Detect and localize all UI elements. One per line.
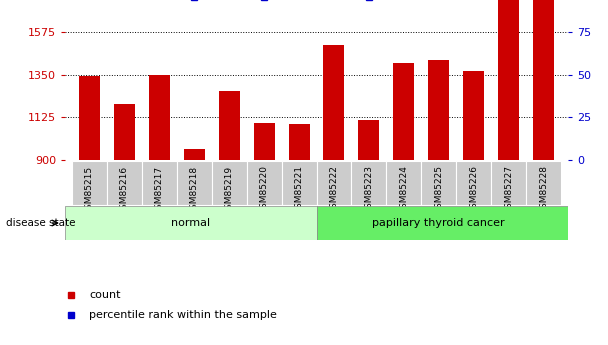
- Bar: [177, 161, 212, 205]
- Text: percentile rank within the sample: percentile rank within the sample: [89, 310, 277, 320]
- Text: count: count: [89, 290, 121, 300]
- Bar: [498, 0, 519, 160]
- Bar: [317, 206, 568, 240]
- Text: GSM85216: GSM85216: [120, 165, 129, 215]
- Bar: [79, 76, 100, 160]
- Bar: [317, 161, 351, 205]
- Bar: [456, 161, 491, 205]
- Bar: [254, 123, 275, 160]
- Bar: [219, 91, 240, 160]
- Bar: [463, 71, 484, 160]
- Text: GSM85228: GSM85228: [539, 165, 548, 214]
- Text: GSM85223: GSM85223: [364, 165, 373, 214]
- Text: GSM85220: GSM85220: [260, 165, 269, 214]
- Bar: [351, 161, 386, 205]
- Bar: [421, 161, 456, 205]
- Text: papillary thyroid cancer: papillary thyroid cancer: [373, 218, 505, 228]
- Bar: [65, 206, 317, 240]
- Bar: [359, 120, 379, 160]
- Bar: [72, 161, 107, 205]
- Text: GSM85227: GSM85227: [504, 165, 513, 214]
- Bar: [491, 161, 526, 205]
- Text: GSM85219: GSM85219: [225, 165, 233, 215]
- Text: disease state: disease state: [6, 218, 75, 228]
- Bar: [393, 63, 414, 160]
- Bar: [149, 75, 170, 160]
- Text: GSM85218: GSM85218: [190, 165, 199, 215]
- Bar: [428, 60, 449, 160]
- Text: GSM85217: GSM85217: [155, 165, 164, 215]
- Text: GSM85222: GSM85222: [330, 165, 339, 214]
- Bar: [289, 124, 309, 160]
- Text: GSM85225: GSM85225: [434, 165, 443, 214]
- Bar: [184, 149, 205, 160]
- Text: GSM85215: GSM85215: [85, 165, 94, 215]
- Text: GSM85221: GSM85221: [294, 165, 303, 214]
- Bar: [247, 161, 282, 205]
- Bar: [282, 161, 317, 205]
- Text: GSM85224: GSM85224: [399, 165, 409, 214]
- Bar: [526, 161, 561, 205]
- Bar: [107, 161, 142, 205]
- Bar: [323, 45, 345, 160]
- Bar: [386, 161, 421, 205]
- Text: GSM85226: GSM85226: [469, 165, 478, 214]
- Text: normal: normal: [171, 218, 210, 228]
- Bar: [533, 0, 554, 160]
- Bar: [114, 104, 135, 160]
- Bar: [142, 161, 177, 205]
- Bar: [212, 161, 247, 205]
